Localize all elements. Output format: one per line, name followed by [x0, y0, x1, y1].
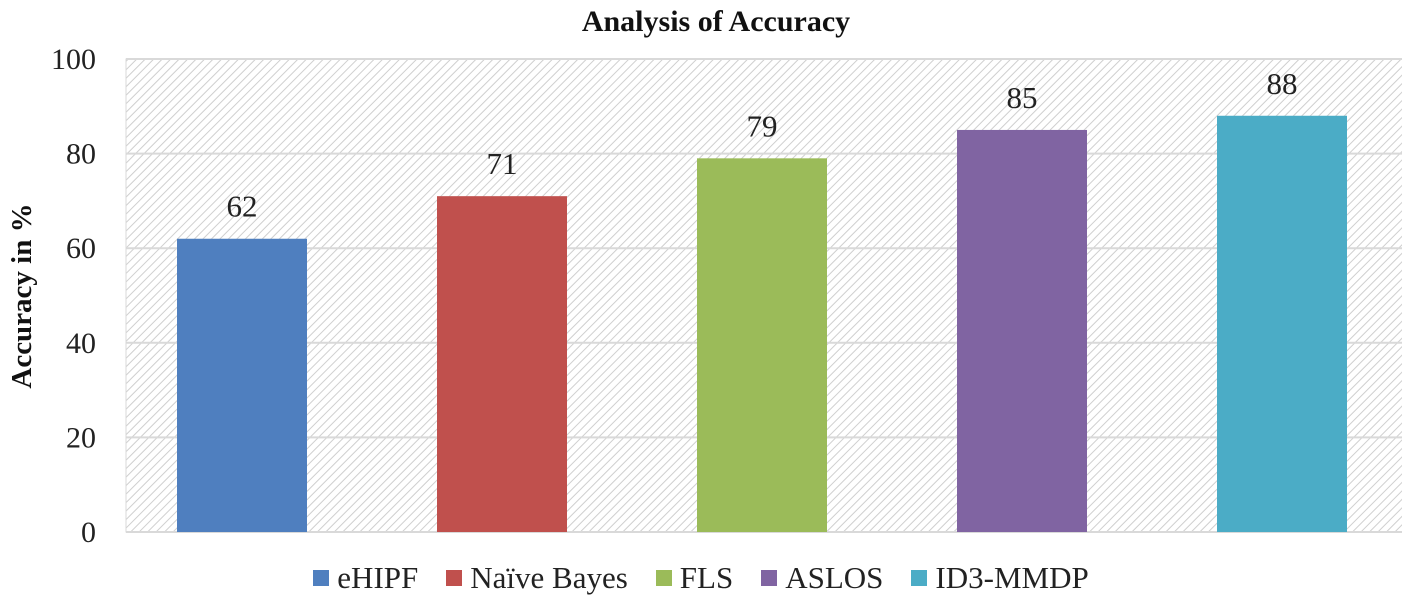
legend-item: ID3-MMDP	[911, 560, 1089, 596]
bar-id3-mmdp	[1217, 115, 1347, 532]
y-tick-label: 80	[66, 138, 96, 171]
legend: eHIPF Naïve Bayes FLS ASLOS ID3-MMDP	[0, 560, 1402, 596]
legend-swatch	[446, 570, 463, 586]
bar-chart: Analysis of Accuracy 0 20 40 60 80 100 62 71 79…	[6, 5, 1402, 549]
bar-ehipf	[177, 238, 307, 533]
y-tick-label: 0	[81, 516, 96, 549]
y-axis-ticks: 0 20 40 60 80 100	[51, 43, 96, 549]
legend-swatch	[655, 570, 672, 586]
data-label: 62	[227, 189, 258, 224]
bar-aslos	[957, 129, 1087, 532]
data-label: 71	[487, 146, 518, 181]
legend-label: eHIPF	[337, 560, 419, 595]
legend-label: FLS	[679, 560, 734, 595]
legend-swatch	[911, 570, 928, 586]
legend-swatch	[761, 570, 778, 586]
y-tick-label: 60	[66, 232, 96, 265]
legend-swatch	[313, 570, 330, 586]
y-tick-label: 20	[66, 421, 96, 454]
y-tick-label: 40	[66, 327, 96, 360]
legend-item: eHIPF	[313, 560, 418, 596]
legend-label: ASLOS	[785, 560, 884, 595]
data-labels: 62 71 79 85 88	[227, 66, 1298, 224]
bars	[177, 115, 1347, 533]
y-tick-label: 100	[51, 43, 96, 76]
legend-label: Naïve Bayes	[470, 560, 628, 595]
legend-label: ID3-MMDP	[935, 560, 1089, 595]
chart-title: Analysis of Accuracy	[582, 5, 850, 38]
y-axis-label: Accuracy in %	[6, 203, 38, 388]
data-label: 79	[747, 108, 778, 143]
data-label: 88	[1267, 66, 1298, 101]
legend-item: FLS	[655, 560, 734, 596]
bar-na-ve-bayes	[437, 196, 567, 533]
legend-item: Naïve Bayes	[446, 560, 628, 596]
data-label: 85	[1007, 80, 1038, 115]
legend-item: ASLOS	[761, 560, 883, 596]
bar-fls	[697, 158, 827, 532]
